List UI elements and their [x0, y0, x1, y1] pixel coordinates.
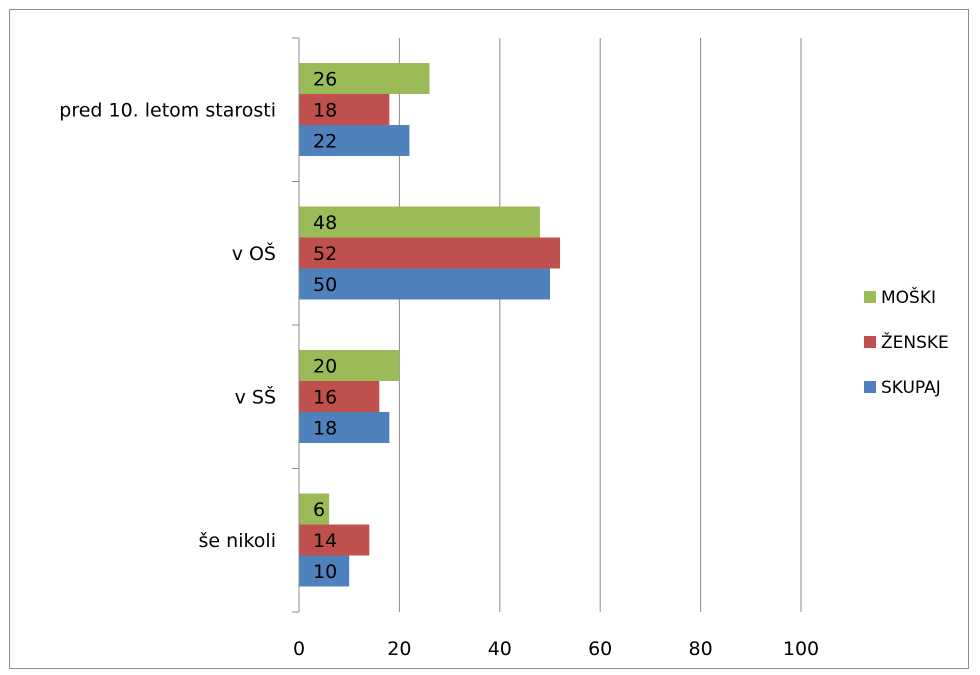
bar-ženske-3	[299, 524, 370, 556]
legend-swatch-0	[864, 291, 876, 303]
data-label-moški-0: 26	[313, 69, 337, 91]
bar-skupaj-1	[299, 268, 550, 300]
legend-swatch-2	[864, 381, 876, 393]
data-label-ženske-0: 18	[313, 100, 337, 122]
legend-label-0: MOŠKI	[881, 286, 936, 308]
x-tick-label-100: 100	[783, 638, 819, 660]
category-label-3: še nikoli	[199, 530, 276, 552]
bar-ženske-1	[299, 237, 561, 269]
data-label-skupaj-2: 18	[313, 418, 337, 440]
legend[interactable]: MOŠKI ŽENSKE SKUPAJ	[864, 286, 949, 398]
bar-ženske-2	[299, 381, 380, 412]
bar-moški-2	[299, 350, 400, 381]
bar-moški-3	[299, 493, 330, 525]
data-label-skupaj-3: 10	[313, 561, 337, 583]
data-label-ženske-2: 16	[313, 387, 337, 409]
data-label-skupaj-0: 22	[313, 131, 337, 153]
axes	[292, 37, 300, 613]
category-label-1: v OŠ	[232, 241, 276, 265]
bar-ženske-0	[299, 94, 390, 125]
x-tick-label-60: 60	[588, 638, 612, 660]
labels: 0 20 40 60 80 100 26 18 22 pred 10. letom starost…	[59, 69, 819, 661]
data-label-skupaj-1: 50	[313, 274, 337, 296]
bar-skupaj-2	[299, 412, 390, 443]
data-label-moški-2: 20	[313, 356, 337, 378]
bar-skupaj-3	[299, 555, 350, 587]
x-tick-label-40: 40	[488, 638, 512, 660]
data-label-moški-1: 48	[313, 212, 337, 234]
gridlines	[398, 38, 802, 612]
bar-moški-0	[299, 63, 430, 94]
x-tick-label-20: 20	[387, 638, 411, 660]
bars	[299, 63, 561, 587]
category-label-0: pred 10. letom starosti	[59, 100, 276, 122]
category-label-2: v SŠ	[235, 385, 276, 409]
bar-moški-1	[299, 206, 540, 238]
data-label-ženske-1: 52	[313, 243, 337, 265]
legend-swatch-1	[864, 336, 876, 348]
data-label-moški-3: 6	[313, 499, 325, 521]
data-label-ženske-3: 14	[313, 530, 337, 552]
chart-frame	[9, 9, 969, 669]
legend-label-1: ŽENSKE	[881, 331, 949, 353]
x-tick-label-0: 0	[293, 638, 305, 660]
legend-label-2: SKUPAJ	[881, 378, 941, 398]
bar-skupaj-0	[299, 125, 410, 156]
x-tick-label-80: 80	[689, 638, 713, 660]
